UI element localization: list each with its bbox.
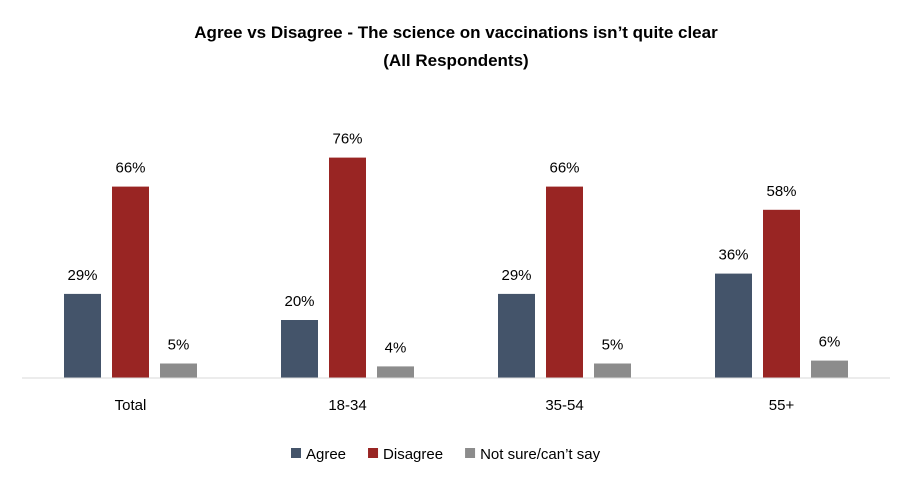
legend-swatch-disagree: [368, 448, 379, 458]
data-label-agree-55: 36%: [718, 247, 748, 264]
data-label-disagree-55: 58%: [766, 183, 796, 200]
legend-label-disagree: Disagree: [383, 446, 443, 463]
x-tick-label-55: 55+: [769, 397, 795, 414]
legend-label-not-sure-can-t-say: Not sure/can’t say: [480, 446, 601, 463]
data-label-disagree-18-34: 76%: [332, 131, 362, 148]
data-label-not-sure-can-t-say-18-34: 4%: [385, 339, 407, 356]
bar-disagree-18-34: [329, 157, 366, 378]
bar-disagree-35-54: [546, 186, 583, 378]
bar-not-sure-can-t-say-total: [160, 363, 197, 378]
x-axis-ticks: Total 18-34 35-54 55+: [115, 397, 795, 414]
plot-area: 29% 66% 5% 20% 76% 4% 29% 66% 5% 36% 58% 6%: [64, 131, 848, 378]
bar-agree-55: [715, 273, 752, 378]
data-label-disagree-35-54: 66%: [549, 160, 579, 177]
chart-title: Agree vs Disagree - The science on vacci…: [194, 23, 718, 42]
bar-not-sure-can-t-say-35-54: [594, 363, 631, 378]
bar-disagree-total: [112, 186, 149, 378]
chart-subtitle: (All Respondents): [383, 51, 528, 70]
bar-not-sure-can-t-say-18-34: [377, 366, 414, 378]
bar-disagree-55: [763, 209, 800, 378]
x-tick-label-total: Total: [115, 397, 147, 414]
data-label-not-sure-can-t-say-total: 5%: [168, 337, 190, 354]
x-tick-label-18-34: 18-34: [328, 397, 366, 414]
data-label-disagree-total: 66%: [115, 160, 145, 177]
bar-agree-total: [64, 293, 101, 378]
data-label-agree-total: 29%: [67, 267, 97, 284]
legend: Agree Disagree Not sure/can’t say: [291, 446, 601, 463]
data-label-agree-18-34: 20%: [284, 293, 314, 310]
bar-agree-35-54: [498, 293, 535, 378]
data-label-not-sure-can-t-say-55: 6%: [819, 334, 841, 351]
x-tick-label-35-54: 35-54: [545, 397, 583, 414]
bar-agree-18-34: [281, 320, 318, 378]
legend-swatch-agree: [291, 448, 301, 458]
data-label-agree-35-54: 29%: [501, 267, 531, 284]
legend-label-agree: Agree: [306, 446, 346, 463]
legend-swatch-not-sure-can-t-say: [465, 448, 476, 458]
data-label-not-sure-can-t-say-35-54: 5%: [602, 337, 624, 354]
bar-not-sure-can-t-say-55: [811, 360, 848, 378]
